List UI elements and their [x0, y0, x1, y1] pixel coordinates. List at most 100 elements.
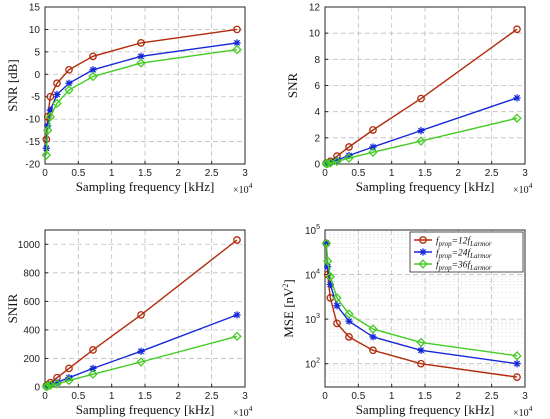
- legend-marker: [419, 248, 427, 256]
- x-multiplier: ×104: [233, 404, 253, 419]
- x-tick-label: 0: [322, 168, 328, 179]
- series-3: [321, 113, 522, 169]
- data-point: [52, 98, 62, 109]
- data-point: [513, 25, 521, 34]
- data-point: [88, 369, 98, 379]
- data-point: [46, 106, 54, 114]
- y-tick-label: 200: [23, 354, 40, 365]
- chart-panel-bottom-right: 0 0.5 1 1.5 2 2.5 3 102 103 104 105 Sampling freque…: [281, 224, 533, 419]
- series-3: [321, 238, 522, 361]
- data-point: [333, 302, 341, 310]
- data-point: [233, 311, 241, 319]
- data-point: [64, 85, 74, 95]
- data-point: [89, 52, 97, 61]
- data-point: [53, 79, 61, 88]
- data-point: [137, 347, 145, 355]
- x-tick-label: 2: [176, 168, 182, 179]
- plot-area: [45, 7, 245, 164]
- x-tick-label: 2: [176, 391, 182, 402]
- x-tick-label: 0: [42, 391, 48, 402]
- legend-marker: [419, 236, 427, 244]
- y-tick-label: 800: [23, 268, 40, 279]
- x-tick-label: 1: [109, 391, 115, 402]
- x-tick-label: 0.5: [71, 168, 85, 179]
- x-multiplier: ×104: [233, 181, 253, 196]
- data-point: [513, 360, 521, 368]
- y-tick-label: 600: [23, 297, 40, 308]
- data-point: [65, 65, 73, 74]
- x-tick-label: 1.5: [138, 391, 152, 402]
- y-tick-label: 0: [34, 70, 40, 81]
- legend-label: fprop=36fLarmor: [436, 260, 492, 273]
- data-point: [417, 359, 425, 368]
- y-tick-label: 4: [314, 107, 320, 118]
- data-point: [345, 143, 353, 151]
- y-tick-label: 12: [309, 3, 321, 14]
- y-tick-label: 105: [305, 224, 320, 237]
- x-tick-label: 0.5: [351, 168, 365, 179]
- data-point: [513, 373, 521, 381]
- x-tick-label: 2.5: [205, 391, 219, 402]
- data-point: [41, 150, 52, 160]
- x-tick-label: 1.5: [418, 391, 432, 402]
- x-tick-label: 2.5: [485, 168, 499, 179]
- data-point: [325, 271, 336, 282]
- data-point: [233, 25, 241, 34]
- y-tick-label: 10: [29, 25, 41, 36]
- data-point: [137, 311, 145, 319]
- y-tick-label: 15: [29, 3, 41, 14]
- y-tick-label: 10: [309, 29, 321, 40]
- series-1: [42, 25, 241, 144]
- grid: [325, 7, 525, 164]
- y-tick-label: 5: [34, 47, 40, 58]
- data-point: [369, 126, 377, 134]
- data-point: [136, 58, 146, 68]
- data-point: [416, 337, 426, 348]
- series-line: [45, 48, 238, 156]
- x-multiplier: ×104: [513, 181, 533, 196]
- data-point: [322, 256, 333, 266]
- data-point: [512, 113, 522, 123]
- data-point: [136, 357, 146, 367]
- x-tick-label: 0.5: [351, 391, 365, 402]
- y-tick-label: 104: [305, 269, 320, 282]
- data-point: [369, 143, 377, 151]
- data-point: [344, 309, 354, 319]
- data-point: [42, 125, 53, 136]
- x-tick-label: 1: [109, 168, 115, 179]
- x-axis-label: Sampling frequency [kHz]: [76, 179, 215, 194]
- x-tick-label: 2: [456, 391, 462, 402]
- y-tick-label: -5: [31, 92, 40, 103]
- data-point: [64, 375, 74, 386]
- x-tick-label: 2.5: [485, 391, 499, 402]
- data-point: [416, 136, 426, 146]
- series-line: [326, 117, 518, 165]
- x-tick-label: 2: [456, 168, 462, 179]
- data-point: [513, 94, 521, 102]
- data-point: [321, 238, 332, 249]
- series-line: [46, 335, 238, 388]
- data-point: [512, 351, 522, 361]
- data-point: [53, 90, 61, 99]
- y-tick-label: 2: [314, 133, 320, 144]
- y-tick-label: 102: [305, 358, 320, 371]
- x-tick-label: 1.5: [418, 168, 432, 179]
- x-tick-label: 0.5: [71, 391, 85, 402]
- x-tick-label: 3: [242, 168, 248, 179]
- legend-label: fprop=12fLarmor: [436, 236, 492, 249]
- grid: [45, 7, 245, 164]
- chart-panel-bottom-left: 0 0.5 1 1.5 2 2.5 3 0 200 400 600 800 1000 Sampling f…: [5, 229, 253, 419]
- data-point: [368, 147, 378, 157]
- data-point: [232, 44, 242, 55]
- y-axis-label: MSE [nV2]: [281, 279, 296, 338]
- y-axis-label: SNR: [285, 73, 300, 99]
- x-axis-label: Sampling frequency [kHz]: [76, 402, 215, 417]
- series-3: [41, 331, 242, 392]
- x-tick-label: 0: [42, 168, 48, 179]
- data-point: [417, 94, 425, 103]
- data-point: [368, 324, 378, 334]
- data-point: [417, 127, 425, 135]
- x-tick-label: 1.5: [138, 168, 152, 179]
- y-axis-label: SNR [dB]: [5, 59, 20, 111]
- legend: fprop=12fLarmorfprop=24fLarmorfprop=36fL…: [409, 231, 524, 273]
